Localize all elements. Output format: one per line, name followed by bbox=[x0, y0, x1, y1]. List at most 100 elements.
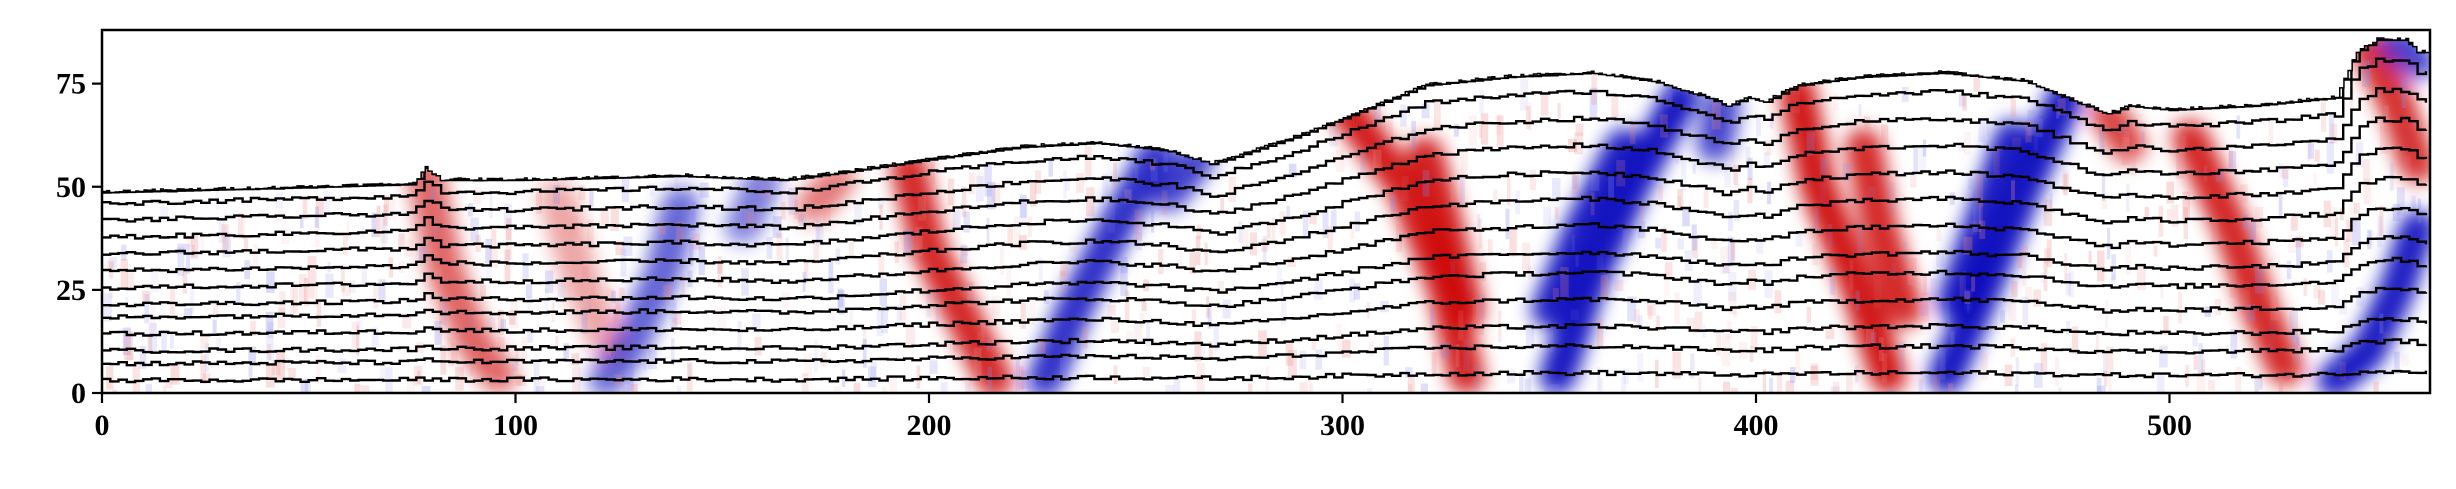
speckle bbox=[179, 392, 185, 393]
speckle bbox=[1369, 341, 1374, 358]
plot-area bbox=[102, 30, 2430, 393]
speckle bbox=[1682, 208, 1690, 227]
speckle bbox=[1891, 263, 1897, 280]
speckle bbox=[2101, 174, 2106, 201]
speckle bbox=[1336, 323, 1342, 356]
speckle bbox=[1322, 212, 1329, 239]
speckle bbox=[782, 292, 790, 309]
speckle bbox=[906, 326, 915, 348]
speckle bbox=[1150, 157, 1158, 182]
speckle bbox=[2255, 266, 2264, 294]
speckle bbox=[402, 315, 412, 329]
speckle bbox=[272, 360, 281, 376]
anomaly-streak-3-0 bbox=[725, 175, 754, 232]
speckle bbox=[1949, 192, 1955, 205]
speckle bbox=[265, 364, 275, 388]
speckle bbox=[1288, 163, 1297, 178]
anomaly-streak-16-0 bbox=[1697, 100, 1713, 149]
speckle bbox=[2236, 115, 2241, 139]
anomaly-streak-1-0 bbox=[539, 191, 596, 347]
speckle bbox=[780, 202, 786, 220]
speckle bbox=[2289, 309, 2298, 339]
speckle bbox=[785, 237, 789, 261]
speckle bbox=[1656, 315, 1660, 331]
speckle bbox=[1000, 245, 1004, 275]
speckle bbox=[1728, 211, 1734, 232]
speckle bbox=[1383, 116, 1387, 137]
speckle bbox=[356, 325, 360, 356]
speckle bbox=[1599, 378, 1603, 393]
speckle bbox=[1463, 339, 1470, 371]
speckle bbox=[275, 192, 284, 209]
speckle bbox=[2366, 59, 2372, 81]
speckle bbox=[1082, 326, 1088, 349]
speckle bbox=[853, 382, 861, 393]
speckle bbox=[2268, 321, 2276, 354]
speckle bbox=[1575, 123, 1584, 136]
speckle bbox=[879, 204, 883, 230]
speckle bbox=[2321, 101, 2326, 133]
speckle bbox=[1281, 299, 1287, 325]
speckle bbox=[2099, 126, 2105, 154]
speckle bbox=[487, 317, 496, 333]
speckle bbox=[837, 288, 844, 308]
speckle bbox=[2101, 197, 2108, 209]
horizon-line-10 bbox=[102, 87, 2428, 223]
speckle bbox=[1716, 332, 1722, 356]
speckle bbox=[1354, 211, 1360, 232]
speckle bbox=[489, 359, 495, 389]
speckle bbox=[1692, 163, 1696, 174]
speckle bbox=[1596, 366, 1601, 391]
speckle bbox=[1030, 179, 1037, 207]
speckle bbox=[540, 379, 546, 393]
speckle bbox=[1519, 371, 1524, 393]
speckle bbox=[1948, 383, 1953, 393]
speckle bbox=[1507, 177, 1511, 206]
speckle bbox=[1065, 177, 1070, 191]
anomaly-streak-1-2 bbox=[567, 191, 624, 347]
speckle bbox=[435, 268, 443, 281]
speckle bbox=[1873, 278, 1882, 309]
speckle bbox=[1589, 87, 1598, 120]
speckle bbox=[1261, 239, 1268, 252]
speckle bbox=[236, 282, 241, 303]
speckle bbox=[889, 375, 898, 393]
speckle bbox=[2065, 273, 2071, 296]
speckle bbox=[1634, 309, 1640, 330]
anomaly-streak-0-2 bbox=[435, 166, 517, 380]
speckle bbox=[1898, 341, 1905, 371]
speckle bbox=[2068, 270, 2075, 298]
speckle bbox=[1855, 290, 1860, 311]
speckle bbox=[2283, 169, 2288, 188]
speckle bbox=[276, 350, 285, 381]
speckle bbox=[489, 195, 493, 219]
speckle bbox=[2211, 218, 2219, 243]
speckle bbox=[1806, 307, 1811, 323]
speckle bbox=[2330, 207, 2338, 238]
speckle bbox=[717, 261, 723, 274]
speckle bbox=[1608, 174, 1615, 199]
speckle bbox=[1693, 281, 1702, 306]
speckle bbox=[1596, 253, 1604, 273]
speckle bbox=[816, 224, 824, 246]
speckle bbox=[1048, 158, 1053, 177]
speckle bbox=[398, 233, 405, 249]
speckle bbox=[132, 365, 140, 393]
speckle bbox=[2010, 95, 2017, 117]
speckle bbox=[1473, 364, 1480, 390]
speckle bbox=[2022, 296, 2029, 328]
speckle bbox=[1280, 278, 1284, 297]
speckle bbox=[1866, 328, 1875, 343]
speckle bbox=[122, 327, 131, 356]
speckle bbox=[835, 248, 841, 265]
speckle bbox=[1038, 257, 1043, 288]
speckle bbox=[834, 386, 842, 393]
speckle bbox=[648, 350, 657, 369]
speckle bbox=[2033, 363, 2043, 388]
anomaly-streak-14-1 bbox=[1942, 92, 2070, 380]
speckle bbox=[1543, 206, 1551, 226]
speckle bbox=[1232, 392, 1238, 393]
speckle bbox=[351, 321, 360, 354]
anomaly-streak-14-2 bbox=[1956, 92, 2084, 380]
speckle bbox=[823, 203, 831, 223]
